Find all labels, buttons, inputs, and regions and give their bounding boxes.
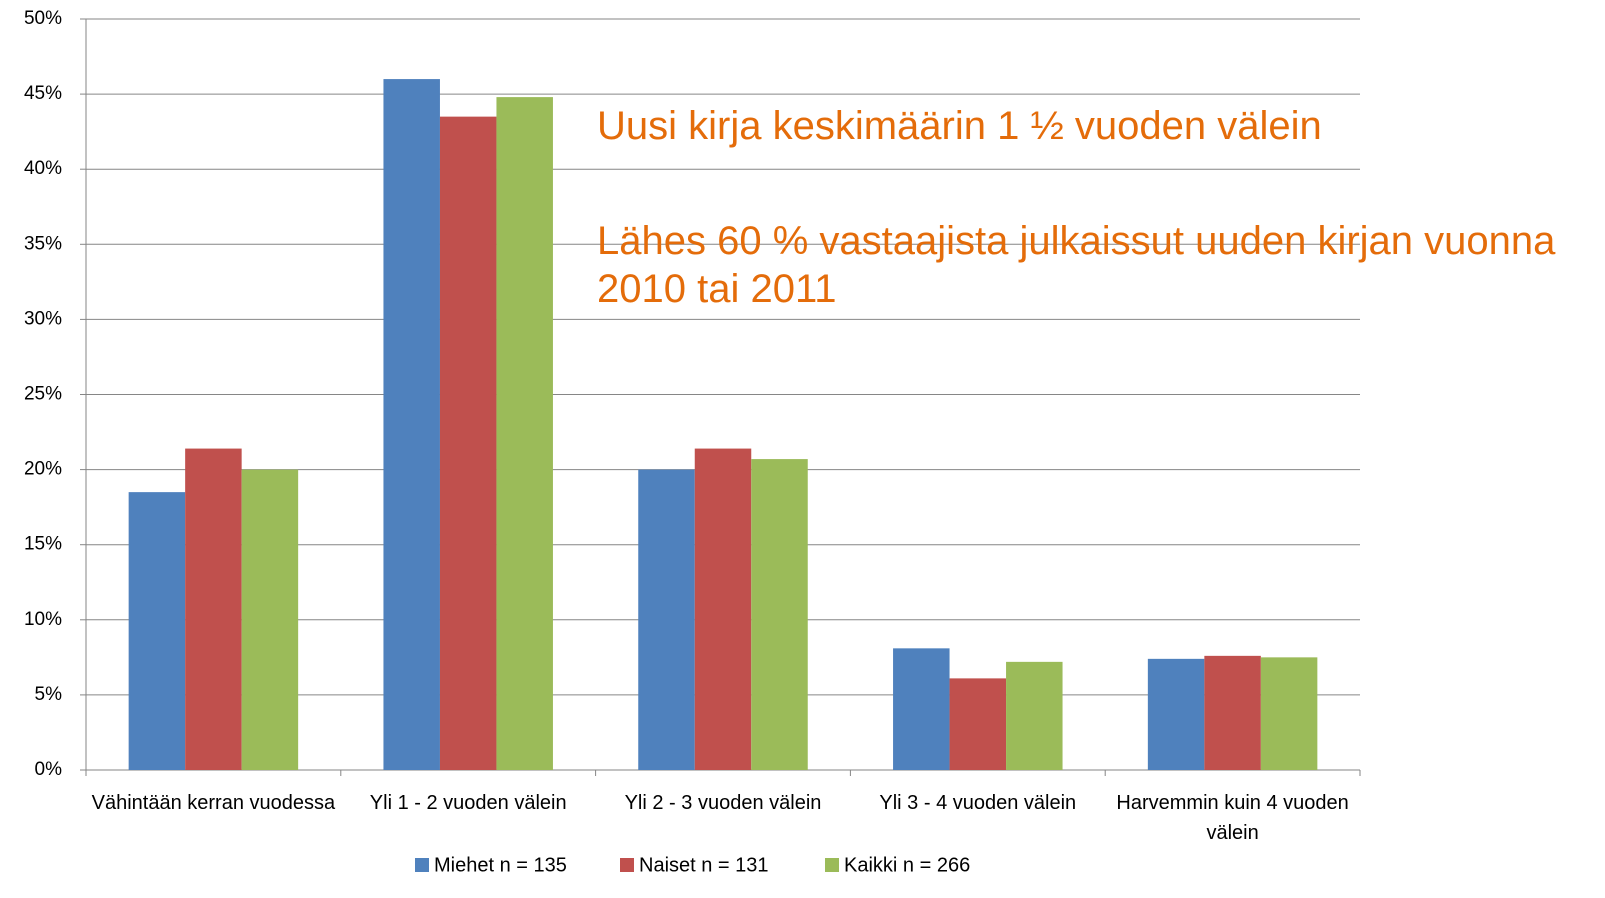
bar <box>1204 655 1261 770</box>
legend-label: Miehet n = 135 <box>434 854 567 876</box>
legend-label: Kaikki n = 266 <box>844 854 970 876</box>
bar <box>1006 661 1063 770</box>
bar <box>1147 658 1205 770</box>
y-tick-label: 20% <box>24 459 62 480</box>
y-tick-label: 25% <box>24 384 62 405</box>
legend-swatch <box>825 858 839 872</box>
bar <box>638 469 695 770</box>
y-tick-label: 35% <box>24 233 62 254</box>
bar <box>694 448 752 770</box>
bar <box>128 492 186 770</box>
y-tick-label: 0% <box>35 759 63 780</box>
legend-label: Naiset n = 131 <box>639 854 769 876</box>
bar <box>751 459 808 770</box>
x-tick-label: Vähintään kerran vuodessa <box>91 792 336 814</box>
y-tick-label: 5% <box>35 684 63 705</box>
y-tick-label: 15% <box>24 534 62 555</box>
y-tick-label: 30% <box>24 308 62 329</box>
annotation: Uusi kirja keskimäärin 1 ½ vuoden välein <box>597 104 1322 148</box>
bar <box>241 469 299 770</box>
y-tick-label: 45% <box>24 83 62 104</box>
bar <box>1260 657 1318 770</box>
bar <box>185 448 242 770</box>
bar <box>496 97 553 770</box>
bar <box>949 678 1007 770</box>
x-tick-label: Yli 3 - 4 vuoden välein <box>879 792 1077 814</box>
bar <box>383 79 440 770</box>
legend-swatch <box>415 858 429 872</box>
legend-swatch <box>620 858 634 872</box>
x-tick-label: Harvemmin kuin 4 vuoden välein <box>1116 792 1349 844</box>
annotation: Lähes 60 % vastaajista julkaissut uuden … <box>597 219 1556 311</box>
bar <box>439 116 497 770</box>
y-tick-label: 40% <box>24 158 62 179</box>
x-tick-label: Yli 2 - 3 vuoden välein <box>624 792 822 814</box>
y-tick-label: 50% <box>24 8 62 29</box>
x-tick-label: Yli 1 - 2 vuoden välein <box>369 792 567 814</box>
bar <box>893 648 950 770</box>
y-tick-label: 10% <box>24 609 62 630</box>
